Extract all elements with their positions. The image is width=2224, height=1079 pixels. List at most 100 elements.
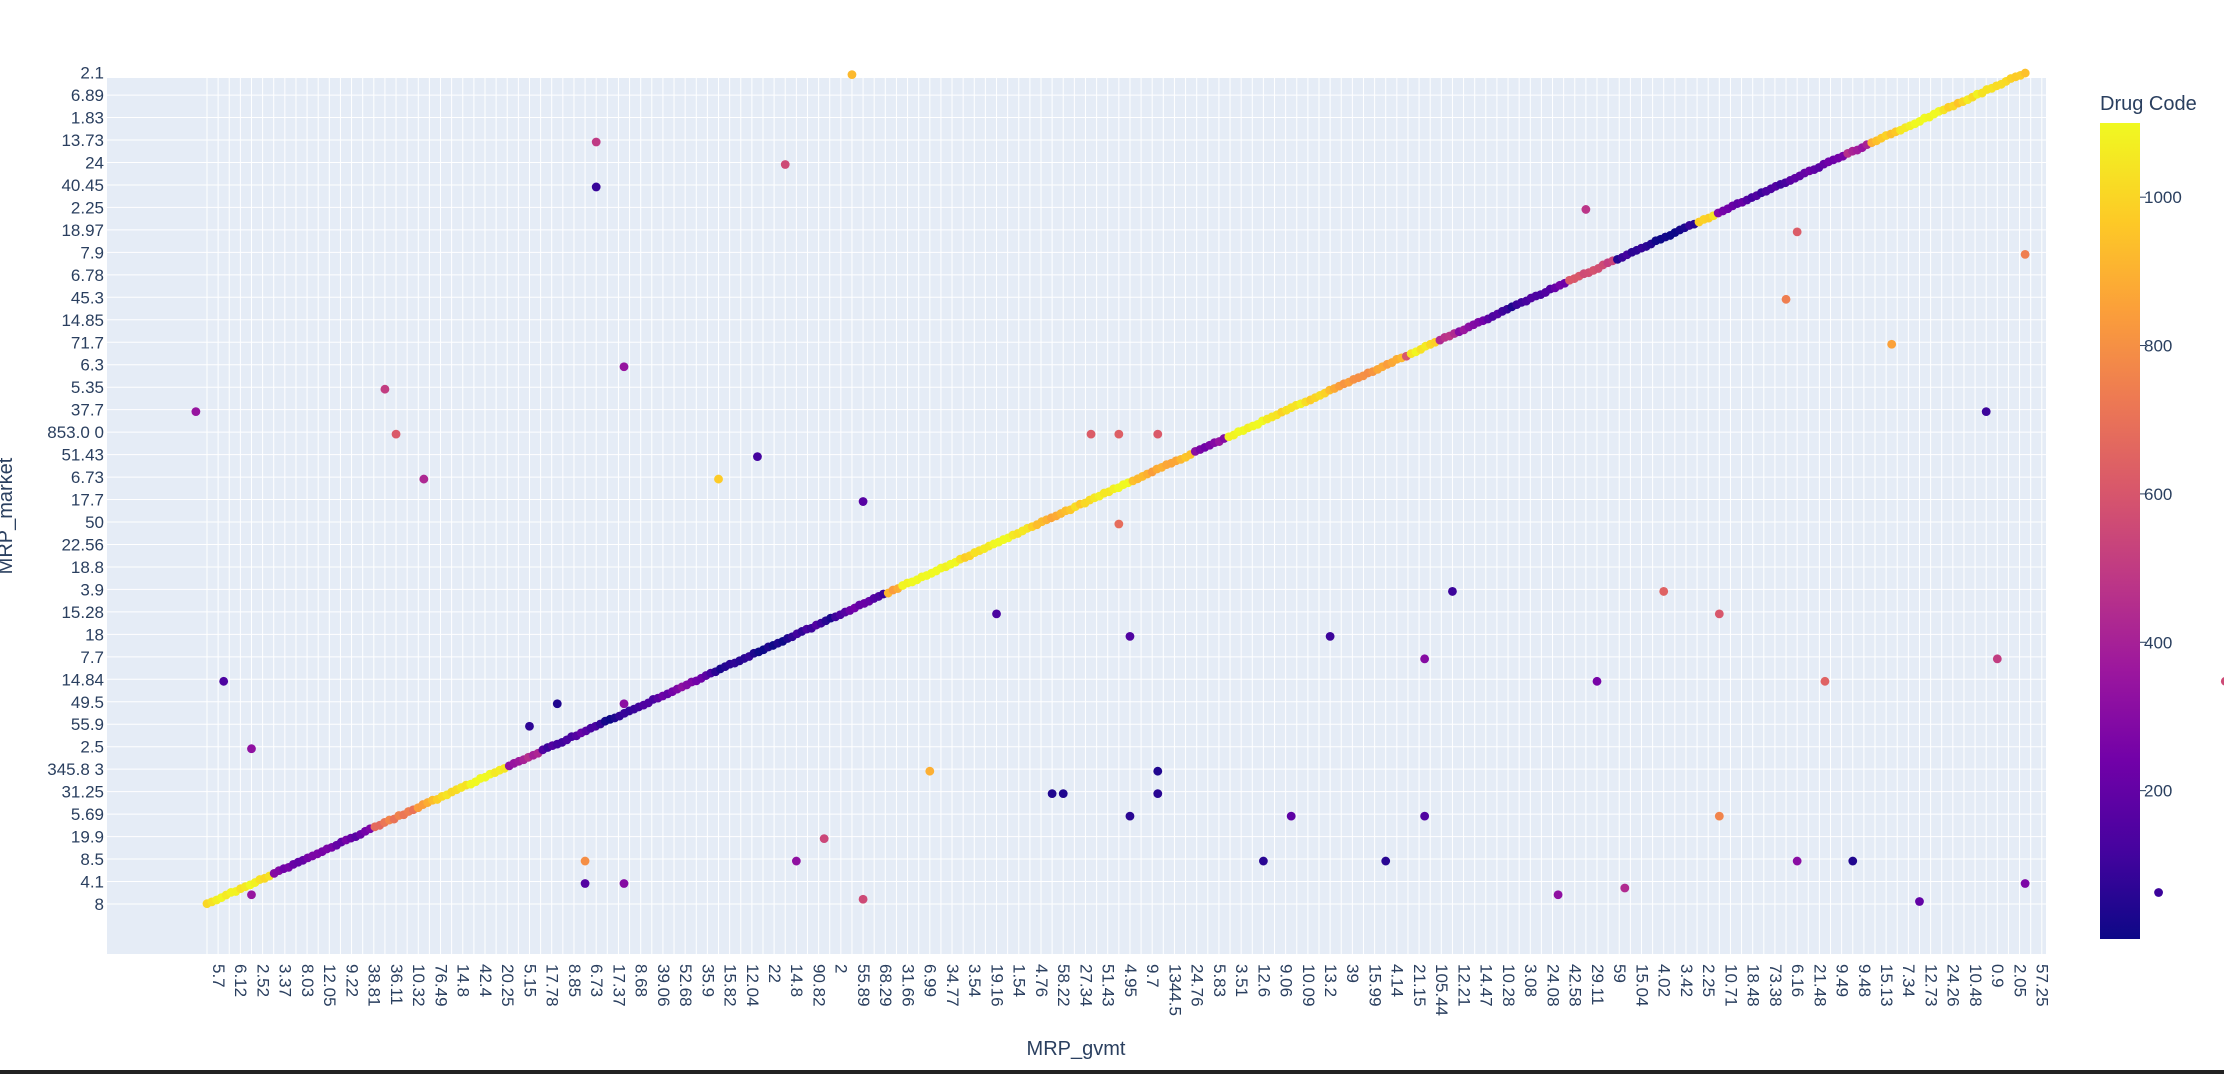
x-tick-label: 17.78 (543, 964, 562, 1007)
y-tick-label: 22.56 (61, 535, 104, 554)
x-tick-label: 12.6 (1254, 964, 1273, 997)
data-point (619, 362, 629, 372)
data-point (1992, 654, 2002, 664)
data-point (219, 676, 229, 686)
y-tick-label: 6.78 (71, 266, 104, 285)
x-tick-label: 9.49 (1833, 964, 1852, 997)
data-point (2220, 677, 2224, 686)
data-point (247, 890, 256, 900)
x-tick-label: 13.2 (1321, 964, 1340, 997)
x-tick-label: 35.9 (698, 964, 717, 997)
y-tick-label: 2.1 (80, 64, 104, 83)
data-point (1714, 811, 1724, 821)
y-tick-label: 3.9 (80, 580, 104, 599)
y-tick-label: 8 (95, 895, 104, 914)
data-point (1448, 587, 1457, 596)
y-tick-label: 14.85 (61, 311, 104, 330)
plot-area (107, 78, 2046, 954)
x-tick-label: 8.03 (298, 964, 317, 997)
x-tick-label: 0.9 (1988, 964, 2007, 988)
x-tick-label: 68.29 (876, 964, 895, 1007)
colorbar-tick-label: 800 (2144, 337, 2172, 356)
x-tick-label: 52.68 (676, 964, 695, 1007)
x-tick-label: 21.48 (1810, 964, 1829, 1007)
data-point (2020, 249, 2030, 259)
x-tick-label: 9.48 (1855, 964, 1874, 997)
data-point (1553, 890, 1563, 900)
data-point (619, 879, 629, 888)
data-point (1592, 676, 1602, 686)
data-point (1086, 429, 1096, 439)
x-tick-label: 1344.5 (1165, 964, 1184, 1016)
data-point (591, 182, 601, 192)
data-point (1659, 587, 1669, 596)
x-tick-label: 10.32 (409, 964, 428, 1007)
x-tick-label: 76.49 (431, 964, 450, 1007)
y-tick-label: 6.73 (71, 468, 104, 487)
data-point (191, 407, 201, 417)
x-tick-label: 14.8 (787, 964, 806, 997)
x-tick-label: 36.11 (387, 964, 406, 1005)
x-tick-label: 59 (1610, 964, 1629, 983)
y-tick-label: 5.35 (71, 378, 104, 397)
x-tick-label: 14.8 (454, 964, 473, 997)
data-point (580, 856, 590, 866)
x-tick-label: 10.48 (1966, 964, 1985, 1007)
x-tick-label: 2 (832, 964, 851, 973)
x-tick-label: 5.15 (520, 964, 539, 997)
data-point (992, 609, 1001, 619)
colorbar-title: Drug Code (2100, 93, 2197, 115)
colorbar-tick-label: 600 (2144, 485, 2172, 504)
x-tick-label: 9.7 (1143, 964, 1162, 988)
bottom-divider (0, 1070, 2224, 1074)
y-tick-label: 55.9 (71, 715, 104, 734)
data-point (1125, 811, 1135, 821)
x-tick-label: 34.77 (943, 964, 962, 1007)
x-tick-label: 24.76 (1188, 964, 1207, 1007)
x-tick-label: 3.51 (1232, 964, 1251, 997)
x-tick-label: 51.43 (1099, 964, 1118, 1007)
y-tick-label: 2.25 (71, 198, 104, 217)
x-tick-label: 21.15 (1410, 964, 1429, 1007)
data-point (1259, 856, 1268, 866)
x-tick-label: 29.11 (1588, 964, 1607, 1005)
colorbar-ticks: 200 400 600 800 1000 (2140, 188, 2182, 801)
data-point (1381, 856, 1391, 866)
x-tick-label: 9.22 (342, 964, 361, 997)
data-point (753, 452, 762, 461)
x-tick-label: 55.89 (854, 964, 873, 1007)
x-tick-label: 4.02 (1655, 964, 1674, 997)
y-tick-label: 1.83 (71, 109, 104, 128)
y-tick-label: 71.7 (71, 333, 104, 352)
x-tick-label: 17.37 (609, 964, 628, 1007)
data-point (1420, 811, 1430, 821)
data-point (1125, 631, 1135, 641)
data-point (1714, 609, 1724, 619)
y-tick-label: 7.7 (80, 648, 104, 667)
x-tick-label: 22 (765, 964, 784, 983)
data-point (580, 879, 590, 888)
x-tick-label: 20.25 (498, 964, 517, 1007)
x-tick-labels: 5.7 6.12 2.52 3.37 8.03 12.05 9.22 38.81 36.11 10… (209, 964, 2052, 1016)
x-tick-label: 12.21 (1454, 964, 1473, 1007)
x-tick-label: 90.82 (809, 964, 828, 1007)
data-point (247, 744, 256, 754)
x-tick-label: 2.52 (253, 964, 272, 997)
y-tick-label: 5.69 (71, 805, 104, 824)
y-tick-label: 51.43 (61, 446, 104, 465)
y-tick-label: 6.3 (80, 356, 104, 375)
x-tick-label: 42.4 (476, 964, 495, 997)
data-point (1792, 856, 1802, 866)
y-tick-label: 31.25 (61, 783, 104, 802)
x-tick-label: 4.76 (1032, 964, 1051, 997)
x-tick-label: 27.34 (1076, 964, 1095, 1007)
data-point (1792, 227, 1802, 237)
x-tick-label: 10.09 (1299, 964, 1318, 1007)
x-tick-label: 2.05 (2010, 964, 2029, 997)
x-tick-label: 4.14 (1388, 964, 1407, 997)
data-point (380, 384, 390, 394)
x-tick-label: 24.08 (1543, 964, 1562, 1007)
x-tick-label: 8.85 (565, 964, 584, 997)
colorbar-tick-label: 200 (2144, 782, 2172, 801)
data-point (858, 894, 868, 904)
